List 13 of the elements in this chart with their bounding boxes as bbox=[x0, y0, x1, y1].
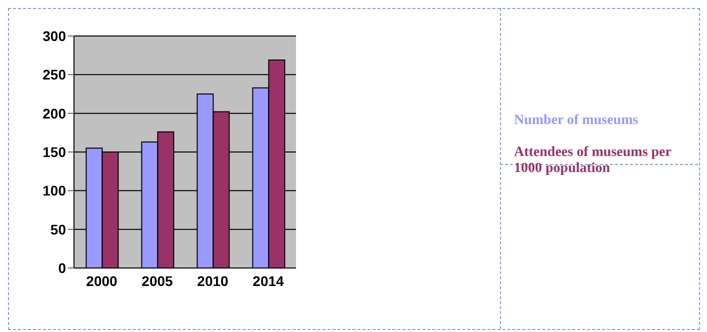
text: Number of museums bbox=[514, 113, 640, 129]
y-tick-label: 200 bbox=[42, 105, 66, 122]
x-tick-label: 2000 bbox=[86, 272, 118, 289]
x-tick-label: 2005 bbox=[142, 272, 174, 289]
y-tick-label: 300 bbox=[42, 28, 66, 44]
y-tick-label: 0 bbox=[58, 260, 66, 276]
x-tick-label: 2014 bbox=[252, 272, 284, 289]
text: Attendees of museums per 1000 population bbox=[514, 145, 672, 177]
x-tick-label: 2010 bbox=[197, 272, 229, 289]
y-tick-label: 100 bbox=[42, 182, 66, 199]
y-tick-label: 50 bbox=[50, 221, 66, 238]
y-tick-label: 150 bbox=[42, 144, 66, 160]
y-tick-label: 250 bbox=[42, 66, 66, 83]
